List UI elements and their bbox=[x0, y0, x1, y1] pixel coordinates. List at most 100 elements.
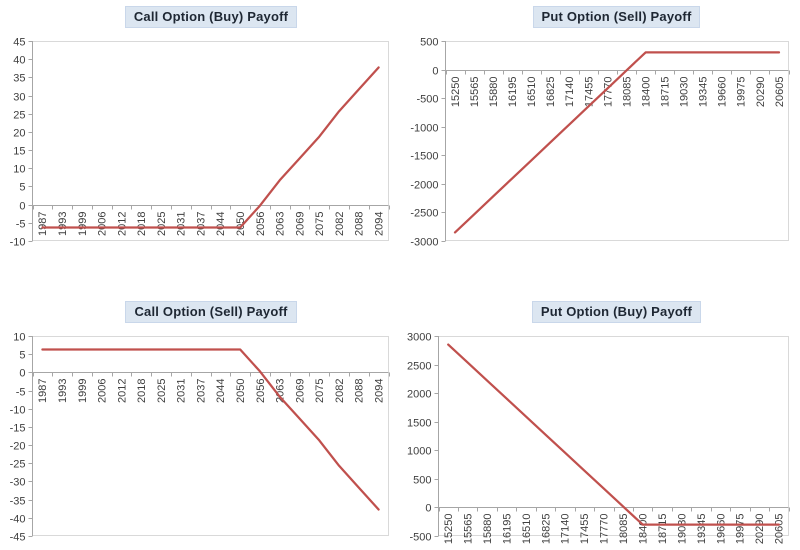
x-tick-label: 2044 bbox=[215, 379, 227, 403]
x-tick-label: 18085 bbox=[621, 77, 633, 108]
x-tick-label: 16825 bbox=[545, 77, 557, 108]
x-tick-label: 16825 bbox=[540, 514, 552, 545]
y-tick-label: -15 bbox=[10, 422, 26, 434]
x-tick-label: 17770 bbox=[599, 514, 611, 545]
y-tick-label: -2000 bbox=[410, 179, 438, 191]
x-tick-label: 2037 bbox=[195, 379, 207, 403]
x-tick-label: 19975 bbox=[735, 514, 747, 545]
x-tick-label: 2018 bbox=[136, 212, 148, 236]
y-tick-label: 1500 bbox=[407, 417, 431, 429]
x-tick-label: 18715 bbox=[657, 514, 669, 545]
payoff-line bbox=[447, 343, 780, 526]
chart-panel-call-sell: Call Option (Sell) Payoff 10 5 0 -5 -10 -15 -2… bbox=[0, 275, 400, 550]
y-tick-label: -500 bbox=[409, 531, 431, 543]
y-tick-label: -45 bbox=[10, 531, 26, 543]
y-axis: 3000 2500 2000 1500 1000 500 0 -500 bbox=[407, 331, 439, 543]
x-tick-label: 19345 bbox=[698, 77, 710, 108]
x-axis: 15250 15565 15880 16195 16510 16825 17140 17455… bbox=[445, 70, 790, 108]
chart-panel-put-buy: Put Option (Buy) Payoff 3000 2500 2000 1500… bbox=[400, 275, 800, 550]
x-tick-label: 2063 bbox=[275, 379, 287, 403]
y-tick-label: -10 bbox=[10, 236, 26, 248]
y-tick-label: -25 bbox=[10, 458, 26, 470]
chart-panel-call-buy: Call Option (Buy) Payoff 45 40 35 30 25 20 15 1… bbox=[0, 0, 400, 275]
y-tick-label: -5 bbox=[16, 218, 26, 230]
x-tick-label: 2025 bbox=[156, 379, 168, 403]
y-tick-label: -500 bbox=[416, 93, 438, 105]
x-tick-label: 1999 bbox=[77, 379, 89, 403]
y-tick-label: 20 bbox=[13, 127, 25, 139]
x-tick-label: 2031 bbox=[176, 379, 188, 403]
x-tick-label: 2012 bbox=[116, 379, 128, 403]
x-tick-label: 2050 bbox=[235, 379, 247, 403]
x-tick-label: 19660 bbox=[717, 77, 729, 108]
x-tick-label: 15565 bbox=[463, 514, 475, 545]
y-tick-label: 0 bbox=[432, 65, 438, 77]
y-tick-label: 0 bbox=[19, 367, 25, 379]
chart-title-call-sell: Call Option (Sell) Payoff bbox=[125, 301, 297, 323]
x-tick-label: 19975 bbox=[736, 77, 748, 108]
x-tick-label: 17140 bbox=[564, 77, 576, 108]
x-tick-label: 17455 bbox=[579, 514, 591, 545]
x-axis: 1987 1993 1999 2006 2012 2018 2025 2031 2037 2044… bbox=[32, 205, 390, 236]
y-tick-label: 10 bbox=[13, 331, 25, 343]
y-tick-label: 25 bbox=[13, 109, 25, 121]
x-tick-label: 2088 bbox=[354, 379, 366, 403]
x-tick-label: 16510 bbox=[521, 514, 533, 545]
x-tick-label: 1993 bbox=[57, 212, 69, 236]
x-tick-label: 2056 bbox=[255, 212, 267, 236]
y-tick-label: 15 bbox=[13, 145, 25, 157]
x-tick-label: 2094 bbox=[373, 379, 385, 403]
x-tick-label: 2075 bbox=[314, 212, 326, 236]
x-tick-label: 17455 bbox=[583, 77, 595, 108]
y-tick-label: -35 bbox=[10, 495, 26, 507]
x-tick-label: 15250 bbox=[450, 77, 462, 108]
x-tick-label: 18085 bbox=[618, 514, 630, 545]
x-tick-label: 20605 bbox=[774, 77, 786, 108]
x-tick-label: 20605 bbox=[774, 514, 786, 545]
y-tick-label: -1500 bbox=[410, 150, 438, 162]
x-tick-label: 2056 bbox=[255, 379, 267, 403]
line-chart-call-buy: 45 40 35 30 25 20 15 10 5 0 -5 -10 1987 1993 1999 2006 2… bbox=[10, 36, 390, 248]
x-tick-label: 2082 bbox=[334, 212, 346, 236]
x-tick-label: 2037 bbox=[195, 212, 207, 236]
x-tick-label: 2082 bbox=[334, 379, 346, 403]
x-tick-label: 16195 bbox=[507, 77, 519, 108]
plot-area bbox=[32, 41, 389, 241]
payoff-line bbox=[41, 348, 380, 511]
x-tick-label: 15880 bbox=[488, 77, 500, 108]
chart-title-put-buy: Put Option (Buy) Payoff bbox=[531, 301, 702, 323]
y-tick-label: 45 bbox=[13, 36, 25, 48]
x-tick-label: 2031 bbox=[176, 212, 188, 236]
x-axis: 1987 1993 1999 2006 2012 2018 2025 2031 2037 2044… bbox=[32, 372, 390, 403]
x-tick-label: 2050 bbox=[235, 212, 247, 236]
y-axis: 500 0 -500 -1000 -1500 -2000 -2500 -3000 bbox=[410, 36, 446, 248]
y-tick-label: -10 bbox=[10, 404, 26, 416]
y-tick-label: 500 bbox=[420, 36, 438, 48]
x-tick-label: 1987 bbox=[37, 212, 49, 236]
x-tick-label: 15880 bbox=[482, 514, 494, 545]
y-tick-label: 40 bbox=[13, 54, 25, 66]
chart-title-row: Call Option (Sell) Payoff bbox=[0, 301, 400, 324]
payoff-line bbox=[41, 66, 380, 229]
y-tick-label: 500 bbox=[413, 474, 431, 486]
y-tick-label: 0 bbox=[425, 502, 431, 514]
chart-title-call-buy: Call Option (Buy) Payoff bbox=[124, 6, 298, 28]
x-tick-label: 2075 bbox=[314, 379, 326, 403]
y-tick-label: 30 bbox=[13, 91, 25, 103]
y-axis: 10 5 0 -5 -10 -15 -20 -25 -30 -35 -40 -45 bbox=[10, 331, 33, 543]
x-tick-label: 1999 bbox=[77, 212, 89, 236]
y-tick-label: 2000 bbox=[407, 388, 431, 400]
chart-title-put-sell: Put Option (Sell) Payoff bbox=[532, 6, 701, 28]
chart-panel-put-sell: Put Option (Sell) Payoff 500 0 -500 -1000 -1… bbox=[400, 0, 800, 275]
x-tick-label: 2006 bbox=[97, 379, 109, 403]
chart-title-row: Put Option (Sell) Payoff bbox=[400, 6, 800, 29]
y-tick-label: 5 bbox=[19, 349, 25, 361]
x-tick-label: 19030 bbox=[676, 514, 688, 545]
x-tick-label: 2006 bbox=[97, 212, 109, 236]
x-tick-label: 2069 bbox=[294, 379, 306, 403]
y-tick-label: 2500 bbox=[407, 360, 431, 372]
y-axis: 45 40 35 30 25 20 15 10 5 0 -5 -10 bbox=[10, 36, 33, 248]
plot-area bbox=[438, 336, 789, 536]
